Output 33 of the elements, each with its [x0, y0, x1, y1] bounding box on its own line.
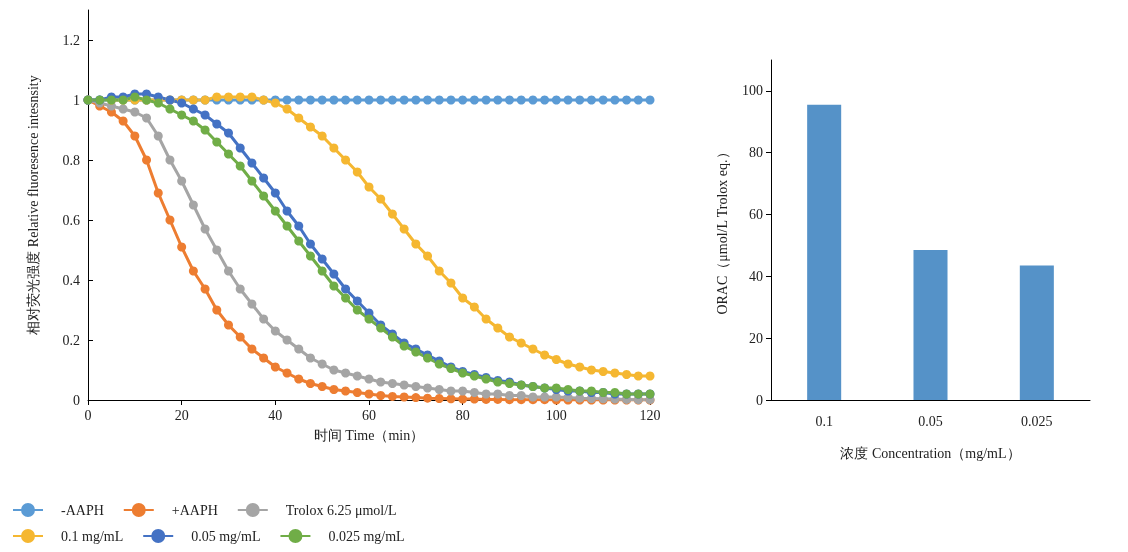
legend-label: 0.05 mg/mL — [191, 528, 261, 544]
x-tick-label: 0 — [84, 407, 92, 423]
x-tick-label: 60 — [362, 407, 376, 423]
y-tick-label: 0.6 — [62, 212, 80, 228]
y-tick-label: 0.8 — [62, 152, 80, 168]
legend-label: +AAPH — [171, 502, 218, 518]
y-axis-title: ORAC（μmol/L Trolox eq.） — [714, 145, 730, 315]
y-tick-label: 40 — [749, 268, 763, 284]
legend-label: Trolox 6.25 μmol/L — [285, 502, 397, 518]
y-tick-label: 80 — [749, 145, 763, 161]
x-tick-label: 40 — [268, 407, 283, 423]
y-tick-label: 0.4 — [62, 272, 80, 288]
legend-label: 0.025 mg/mL — [328, 528, 405, 544]
y-axis-title: 相对荧光强度 Relative fluoresence intesnsity — [25, 75, 41, 335]
x-tick-label: 0.1 — [815, 413, 833, 429]
x-axis-title: 浓度 Concentration（mg/mL） — [840, 445, 1021, 461]
y-tick-label: 0.2 — [62, 332, 80, 348]
x-tick-label: 0.025 — [1021, 413, 1053, 429]
y-tick-label: 0 — [73, 392, 80, 408]
x-tick-label: 80 — [455, 407, 470, 423]
x-tick-label: 100 — [545, 407, 567, 423]
y-tick-label: 1 — [73, 92, 80, 108]
x-axis-title: 时间 Time（min） — [313, 427, 425, 443]
y-tick-label: 60 — [749, 207, 763, 223]
y-tick-label: 100 — [742, 83, 763, 99]
y-tick-label: 0 — [756, 392, 763, 408]
legend-label: -AAPH — [61, 502, 104, 518]
x-tick-label: 20 — [174, 407, 189, 423]
y-tick-label: 20 — [749, 330, 763, 346]
x-tick-label: 120 — [639, 407, 661, 423]
legend-label: 0.1 mg/mL — [61, 528, 124, 544]
y-tick-label: 1.2 — [62, 32, 80, 48]
x-tick-label: 0.05 — [918, 413, 943, 429]
